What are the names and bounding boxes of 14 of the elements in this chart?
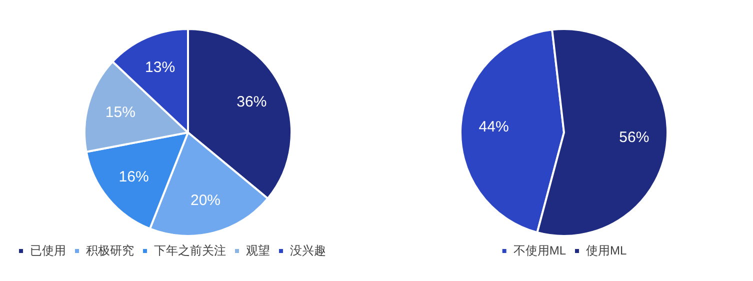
data-label: 16%	[118, 168, 149, 186]
data-label: 13%	[145, 59, 176, 76]
legend-label: 观望	[246, 243, 270, 258]
data-label: 36%	[236, 94, 267, 111]
legend-label: 不使用ML	[513, 243, 566, 258]
legend-label: 没兴趣	[290, 243, 326, 258]
data-label: 20%	[190, 192, 221, 209]
legend-label: 下年之前关注	[154, 243, 226, 258]
legend-label: 使用ML	[586, 243, 627, 258]
data-label: 56%	[619, 128, 650, 146]
legend-label: 已使用	[30, 243, 66, 258]
legend-label: 积极研究	[86, 243, 134, 258]
data-label: 44%	[478, 118, 509, 136]
data-label: 15%	[105, 104, 136, 122]
